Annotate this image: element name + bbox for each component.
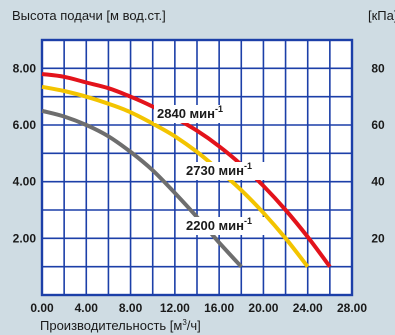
y-tick-label: 8.00 [13, 61, 37, 75]
series-label-background [183, 162, 265, 180]
series-curve-0 [41, 72, 332, 268]
y-right-tick-label: 80 [371, 61, 385, 75]
x-axis-title: Производительность [м3/ч] [40, 318, 201, 333]
y-axis-title: Высота подачи [м вод.ст.] [12, 8, 166, 23]
y-axis-right-title: [кПа] [368, 8, 395, 23]
y-tick-label: 2.00 [13, 231, 37, 245]
y-right-tick-label: 20 [371, 231, 385, 245]
series-label-2: 2200 мин-1 [186, 216, 252, 233]
y-right-tick-label: 60 [371, 118, 385, 132]
series-label-background [183, 217, 265, 235]
y-tick-label: 6.00 [13, 118, 37, 132]
series-label-1: 2730 мин-1 [186, 161, 252, 178]
series-label-background [154, 105, 236, 123]
y-tick-label: 4.00 [13, 175, 37, 189]
y-right-tick-label: 40 [371, 175, 385, 189]
plot-area: 0.00 4.00 8.00 12.00 16.00 20.00 24.00 28.00 8.0… [13, 38, 385, 315]
series-label-0: 2840 мин-1 [157, 104, 223, 121]
x-tick-label: 20.00 [248, 301, 278, 315]
series-curve-1 [41, 84, 310, 268]
x-tick-label: 4.00 [75, 301, 99, 315]
plot-frame [40, 38, 354, 297]
x-tick-label: 24.00 [293, 301, 323, 315]
x-tick-label: 28.00 [337, 301, 367, 315]
x-tick-label: 8.00 [119, 301, 143, 315]
x-tick-label: 16.00 [204, 301, 234, 315]
x-tick-label: 0.00 [30, 301, 54, 315]
x-tick-label: 12.00 [160, 301, 190, 315]
